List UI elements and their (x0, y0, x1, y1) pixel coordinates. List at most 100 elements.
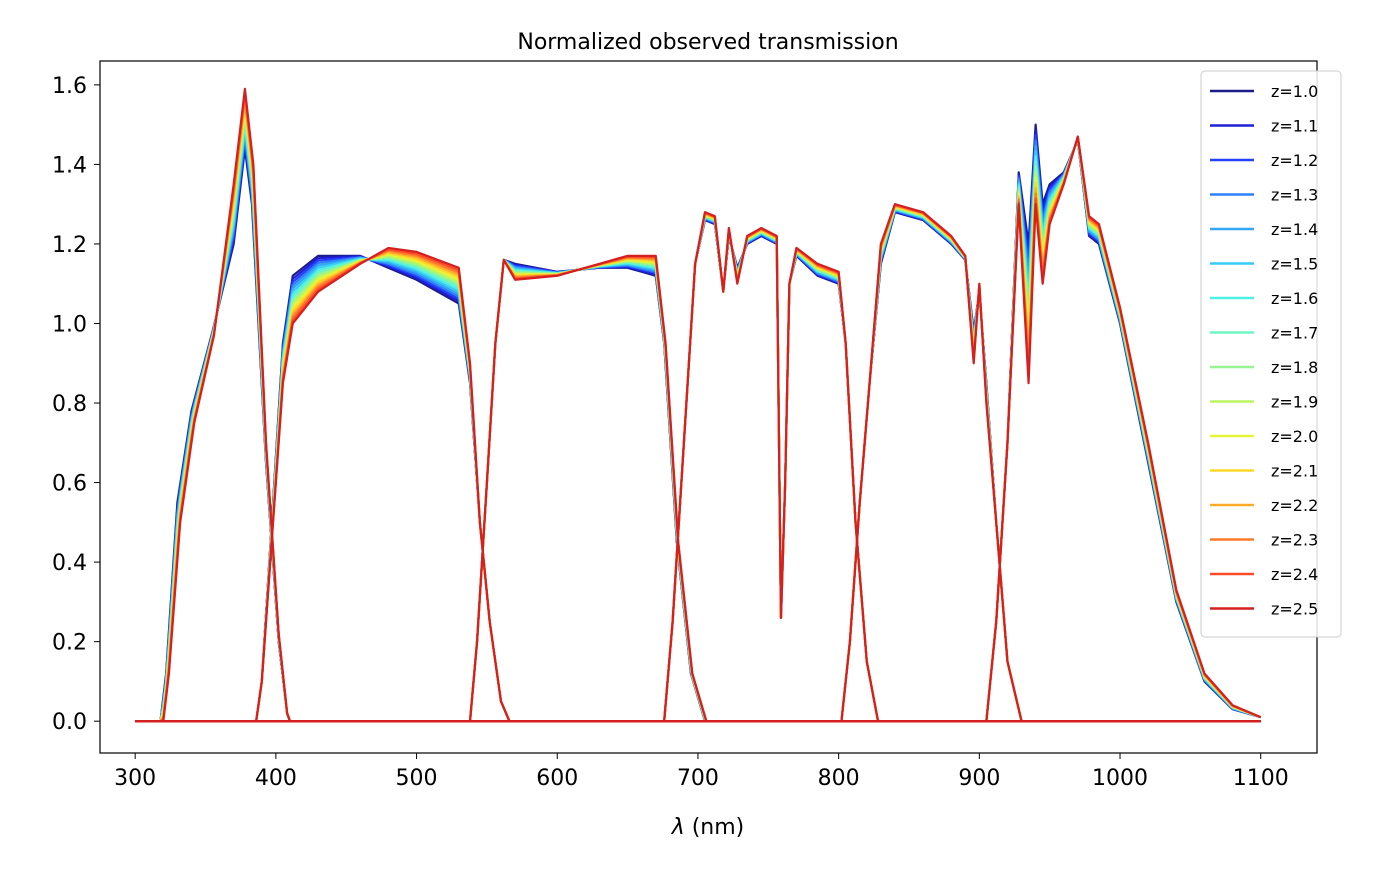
legend-label: z=2.1 (1271, 462, 1318, 481)
legend-label: z=2.5 (1271, 600, 1318, 619)
y-tick-label: 1.0 (52, 312, 87, 337)
series-line (135, 255, 1261, 723)
series-z=1.8 (135, 115, 1262, 723)
series-line (135, 253, 1261, 723)
x-tick-label: 300 (114, 766, 156, 791)
legend-item: z=1.4 (1210, 220, 1318, 239)
legend-item: z=1.5 (1210, 255, 1318, 274)
series-z=2.0 (135, 107, 1262, 723)
series-line (135, 211, 1261, 723)
legend: z=1.0 z=1.1 z=1.2 z=1.3 z=1.4 z=1.5 z=1.6 z=1.7… (1200, 70, 1342, 638)
y-tick-label: 0.0 (52, 710, 87, 735)
legend-item: z=1.7 (1210, 324, 1318, 343)
series-line (135, 258, 1261, 723)
series-line (135, 257, 1261, 723)
y-tick-label: 1.4 (52, 153, 87, 178)
x-tick-label: 400 (255, 766, 297, 791)
series-z=1.7 (135, 119, 1262, 723)
legend-item: z=2.3 (1210, 531, 1318, 550)
legend-label: z=1.4 (1271, 220, 1318, 239)
legend-item: z=1.2 (1210, 151, 1318, 170)
legend-label: z=2.4 (1271, 565, 1318, 584)
legend-item: z=2.2 (1210, 496, 1318, 515)
series-line (135, 256, 1261, 723)
series-line (135, 256, 1261, 723)
series-line (135, 258, 1261, 723)
series-line (135, 250, 1261, 723)
series-line (135, 87, 1261, 723)
chart-title: Normalized observed transmission (517, 30, 898, 55)
series-line (135, 258, 1261, 723)
y-tick-label: 1.2 (52, 233, 87, 258)
series-line (135, 249, 1261, 723)
legend-label: z=1.9 (1271, 393, 1318, 412)
series-line (135, 255, 1261, 723)
series-line (135, 111, 1261, 723)
series-z=1.9 (135, 111, 1262, 723)
series-line (135, 123, 1261, 723)
x-tick-label: 600 (536, 766, 578, 791)
x-axis-label: λ (nm) (671, 815, 745, 840)
series-line (135, 103, 1261, 723)
series-line (135, 252, 1261, 723)
legend-box (1200, 70, 1342, 638)
legend-item: z=1.8 (1210, 358, 1318, 377)
y-tick-label: 0.6 (52, 472, 87, 497)
series-line (135, 257, 1261, 723)
legend-item: z=1.0 (1210, 82, 1318, 101)
series-line (135, 119, 1261, 723)
series-line (135, 258, 1261, 723)
legend-item: z=2.0 (1210, 427, 1318, 446)
series-line (135, 256, 1261, 723)
x-tick-label: 1100 (1233, 766, 1289, 791)
series-line (135, 115, 1261, 723)
series-line (135, 255, 1261, 723)
series-line (135, 95, 1261, 723)
x-tick-label: 700 (677, 766, 719, 791)
series-line (135, 258, 1261, 723)
x-tick-label: 1000 (1092, 766, 1148, 791)
series-line (135, 136, 1262, 723)
legend-label: z=1.5 (1271, 255, 1318, 274)
series-line (135, 123, 1262, 723)
x-axis: 300 400 500 600 700 800 900 1000 1100 (114, 753, 1289, 791)
y-axis: 0.0 0.2 0.4 0.6 0.8 1.0 1.2 1.4 1.6 (52, 74, 100, 735)
series-z=2.1 (135, 103, 1262, 723)
legend-item: z=1.6 (1210, 289, 1318, 308)
series-line (135, 246, 1261, 723)
legend-label: z=2.2 (1271, 496, 1318, 515)
legend-label: z=1.6 (1271, 289, 1318, 308)
y-tick-label: 0.2 (52, 631, 87, 656)
series-line (135, 91, 1261, 723)
legend-label: z=2.3 (1271, 531, 1318, 550)
series-line (135, 248, 1261, 723)
series-z=2.3 (135, 95, 1262, 723)
y-tick-label: 0.4 (52, 551, 87, 576)
y-tick-label: 0.8 (52, 392, 87, 417)
legend-label: z=1.1 (1271, 117, 1318, 136)
legend-item: z=2.4 (1210, 565, 1318, 584)
legend-item: z=2.1 (1210, 462, 1318, 481)
series-line (135, 258, 1261, 723)
legend-label: z=1.2 (1271, 151, 1318, 170)
series-line (135, 258, 1261, 723)
x-tick-label: 800 (818, 766, 860, 791)
legend-label: z=1.7 (1271, 324, 1318, 343)
series-line (135, 258, 1261, 723)
series-line (135, 107, 1261, 723)
series-line (135, 258, 1261, 723)
series-line (135, 258, 1261, 723)
x-axis-unit: (nm) (685, 815, 745, 840)
series-line (135, 257, 1261, 723)
series-line (135, 257, 1261, 723)
legend-item: z=1.9 (1210, 393, 1318, 412)
plot-frame (99, 60, 1318, 754)
x-tick-label: 900 (958, 766, 1000, 791)
series-line (135, 254, 1261, 723)
series-z=2.5 (135, 87, 1262, 723)
legend-label: z=1.0 (1271, 82, 1318, 101)
x-axis-symbol: λ (671, 815, 685, 840)
series-layer (135, 87, 1262, 723)
series-line (135, 257, 1261, 723)
